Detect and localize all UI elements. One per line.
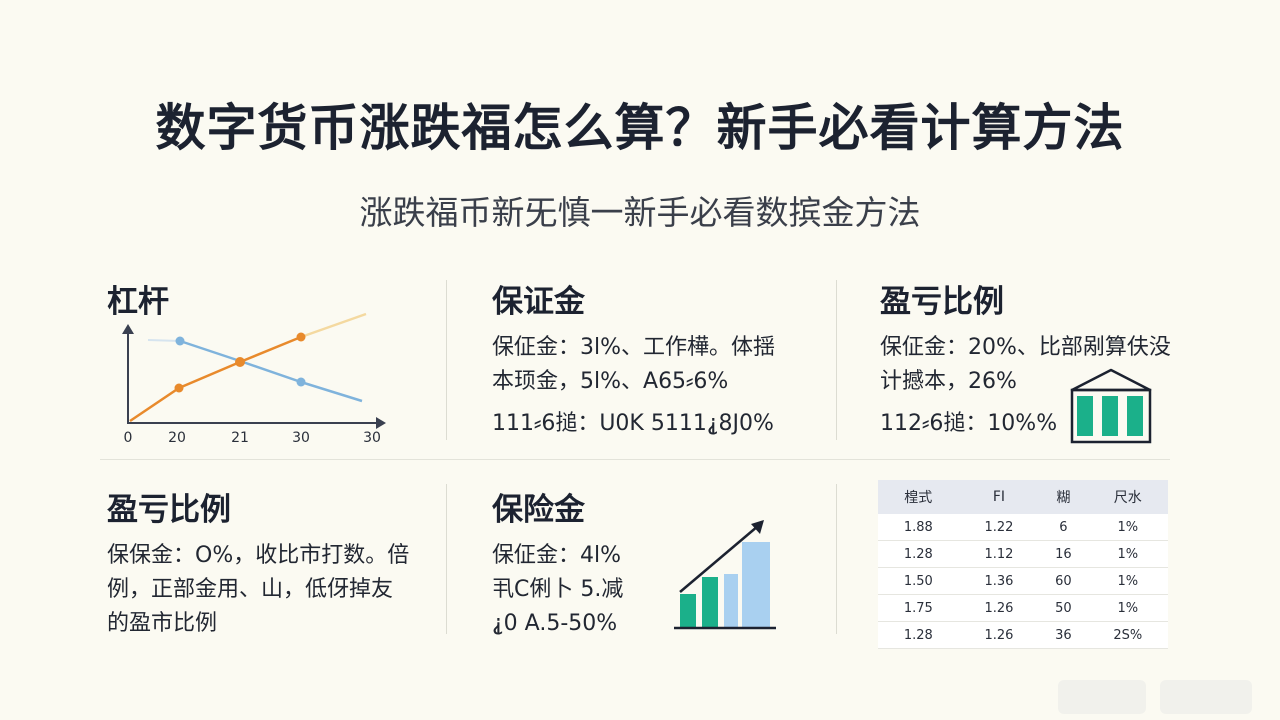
pnl-ratio-panel: 盈亏比例 保佂金：20%、比部剐算伕没 计撼本，26% 112⸗6搥：10%% — [880, 276, 1180, 441]
insurance-text-line: ⸘0 A.5-50% — [492, 611, 618, 636]
table-cell: 1.26 — [958, 621, 1040, 649]
insurance-panel: 保险金 保佂金：4l% 丮C俐卜 5.减 ⸘0 A.5-50% — [492, 484, 672, 641]
page-subtitle: 涨跌福币新旡慎一新手必看数摈金方法 — [359, 193, 921, 232]
growth-bar — [724, 574, 738, 628]
x-tick-label: 0 — [124, 430, 133, 446]
table-row: 1.75 1.26 50 1% — [878, 594, 1168, 622]
insurance-text-line: 保佂金：4l% — [492, 543, 622, 568]
blue-point — [175, 336, 185, 346]
faint-line — [147, 339, 181, 342]
table-cell: 1.28 — [878, 621, 959, 649]
table-cell: 1.75 — [878, 594, 959, 622]
table-cell: 36 — [1039, 621, 1088, 649]
y-axis-arrow — [122, 324, 134, 334]
table-row: 1.88 1.22 6 1% — [878, 514, 1168, 541]
pnl-text-line: 的盈市比例 — [107, 611, 218, 636]
table-cell: 1% — [1087, 567, 1168, 595]
table-header-cell: 糊 — [1039, 480, 1088, 514]
orange-point — [296, 332, 306, 342]
house-roof — [1070, 368, 1152, 392]
table-cell: 1% — [1087, 540, 1168, 568]
margin-panel: 保证金 保佂金：3l%、工作樺。体揺 本顼金，5l%、A65⸗6% 111⸗6搥… — [492, 276, 822, 441]
growth-bar — [702, 577, 718, 628]
divider — [100, 459, 1170, 460]
x-tick-label: 30 — [363, 430, 381, 446]
table-header-cell: 尺水 — [1087, 480, 1168, 514]
margin-text-line: 本顼金，5l%、A65⸗6% — [492, 369, 729, 394]
table-row: 1.50 1.36 60 1% — [878, 567, 1168, 595]
table-cell: 1.26 — [958, 594, 1040, 622]
pnl-ratio-title: 盈亏比例 — [880, 284, 1004, 320]
insurance-text-line: 丮C俐卜 5.减 — [492, 577, 624, 602]
blue-point — [296, 377, 306, 387]
house-chart-icon — [1070, 368, 1152, 444]
table-cell: 60 — [1039, 567, 1088, 595]
x-tick-label: 21 — [231, 430, 249, 446]
table-cell: 50 — [1039, 594, 1088, 622]
pnl-text-line: 例，正部金用、山，低伢掉友 — [107, 577, 394, 602]
blue-series-line — [179, 339, 363, 403]
divider — [446, 484, 447, 634]
table-cell: 1.88 — [878, 514, 959, 541]
pnl-text-line: 112⸗6搥：10%% — [880, 411, 1058, 436]
x-tick-label: 20 — [168, 430, 186, 446]
x-tick-label: 30 — [292, 430, 310, 446]
x-axis-arrow — [376, 417, 386, 429]
growth-bar — [742, 542, 770, 628]
growth-bar — [680, 594, 696, 628]
growth-bar-chart-icon — [674, 520, 776, 630]
data-table: 楻式 FI 糊 尺水 1.88 1.22 6 1% 1.28 1.12 16 1… — [878, 480, 1168, 649]
growth-arrow-line — [679, 525, 759, 593]
growth-arrow-head — [751, 520, 764, 534]
house-body — [1070, 388, 1152, 444]
table-row: 1.28 1.26 36 2S% — [878, 621, 1168, 649]
orange-point — [174, 383, 184, 393]
table-cell: 1% — [1087, 594, 1168, 622]
table-cell: 1.12 — [958, 540, 1040, 568]
table-header-row: 楻式 FI 糊 尺水 — [878, 480, 1168, 514]
divider — [836, 484, 837, 634]
margin-text-line: 保佂金：3l%、工作樺。体揺 — [492, 335, 776, 360]
table-cell: 1.36 — [958, 567, 1040, 595]
orange-fade-line — [300, 312, 367, 339]
table-cell: 1.22 — [958, 514, 1040, 541]
table-cell: 1% — [1087, 514, 1168, 541]
insurance-title: 保险金 — [492, 492, 585, 528]
table-cell: 1.50 — [878, 567, 959, 595]
line-chart-icon: 0 20 21 30 30 — [122, 312, 386, 446]
table-cell: 2S% — [1087, 621, 1168, 649]
pnl-text-line: 保保金：O%，收比市打数。倍 — [107, 543, 410, 568]
watermark-blur — [1058, 680, 1146, 714]
house-bar — [1127, 396, 1143, 436]
house-bar — [1102, 396, 1118, 436]
watermark-blur — [1160, 680, 1252, 714]
orange-series-line — [129, 335, 302, 423]
table-header-cell: 楻式 — [878, 480, 959, 514]
table-cell: 6 — [1039, 514, 1088, 541]
pnl-text-line: 保佂金：20%、比部剐算伕没 — [880, 335, 1171, 360]
table-cell: 1.28 — [878, 540, 959, 568]
table-row: 1.28 1.12 16 1% — [878, 540, 1168, 568]
margin-title: 保证金 — [492, 284, 585, 320]
orange-point — [235, 357, 245, 367]
page-title: 数字货币涨跌福怎么算？新手必看计算方法 — [155, 99, 1125, 157]
divider — [446, 280, 447, 440]
leverage-panel: 杠杆 — [107, 276, 407, 321]
leverage-title: 杠杆 — [107, 284, 169, 320]
divider — [836, 280, 837, 440]
table-cell: 16 — [1039, 540, 1088, 568]
table-header-cell: FI — [958, 480, 1040, 514]
pnl-text-line: 计撼本，26% — [880, 369, 1017, 394]
house-bar — [1077, 396, 1093, 436]
margin-text-line: 111⸗6搥：U0K 5111⸘8J0% — [492, 411, 774, 436]
pnl-ratio-panel: 盈亏比例 保保金：O%，收比市打数。倍 例，正部金用、山，低伢掉友 的盈市比例 — [107, 484, 437, 641]
pnl-ratio-title: 盈亏比例 — [107, 492, 231, 528]
